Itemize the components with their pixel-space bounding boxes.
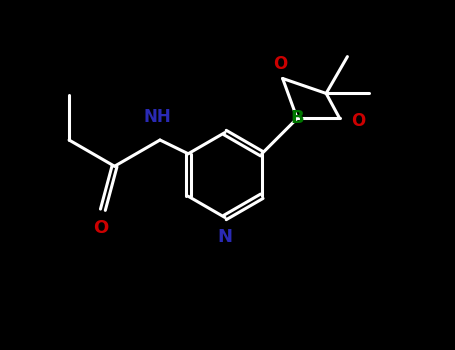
Text: O: O xyxy=(351,112,365,130)
Text: N: N xyxy=(217,229,233,246)
Text: NH: NH xyxy=(144,108,172,126)
Text: O: O xyxy=(273,55,287,74)
Text: O: O xyxy=(93,219,108,237)
Text: B: B xyxy=(290,110,304,127)
